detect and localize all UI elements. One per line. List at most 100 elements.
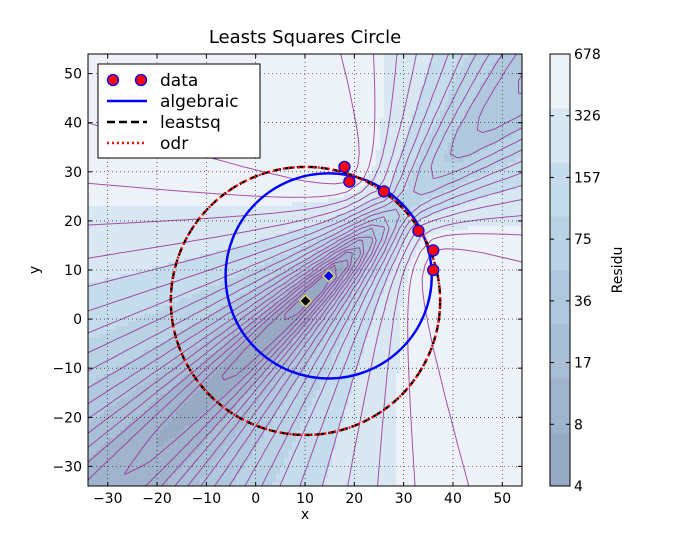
contour-fill-cell (384, 146, 389, 151)
contour-fill-cell (308, 182, 313, 187)
contour-fill-cell (500, 110, 505, 115)
contour-fill-cell (408, 234, 413, 239)
contour-fill-cell (312, 58, 317, 63)
contour-fill-cell (384, 62, 389, 67)
contour-fill-cell (372, 218, 377, 223)
contour-fill-cell (360, 198, 365, 203)
contour-fill-cell (460, 138, 465, 143)
contour-fill-cell (372, 146, 377, 151)
contour-fill-cell (160, 170, 165, 175)
contour-fill-cell (392, 106, 397, 111)
contour-fill-cell (444, 150, 449, 155)
contour-fill-cell (184, 170, 189, 175)
contour-fill-cell (264, 178, 269, 183)
contour-fill-cell (92, 154, 97, 159)
contour-fill-cell (416, 118, 421, 123)
contour-fill-cell (492, 162, 497, 167)
contour-fill-cell (452, 194, 457, 199)
contour-fill-cell (308, 170, 313, 175)
contour-fill-cell (400, 162, 405, 167)
contour-fill-cell (480, 202, 485, 207)
contour-fill-cell (116, 230, 121, 235)
contour-fill-cell (160, 226, 165, 231)
contour-fill-cell (432, 182, 437, 187)
contour-fill-cell (376, 110, 381, 115)
contour-fill-cell (488, 178, 493, 183)
contour-fill-cell (92, 106, 97, 111)
contour-fill-cell (160, 210, 165, 215)
contour-fill-cell (320, 114, 325, 119)
contour-fill-cell (208, 190, 213, 195)
contour-fill-cell (280, 58, 285, 63)
contour-fill-cell (428, 94, 433, 99)
contour-fill-cell (116, 170, 121, 175)
contour-fill-cell (324, 110, 329, 115)
contour-fill-cell (464, 78, 469, 83)
contour-fill-cell (476, 170, 481, 175)
contour-fill-cell (448, 190, 453, 195)
contour-fill-cell (492, 182, 497, 187)
contour-fill-cell (196, 210, 201, 215)
contour-fill-cell (120, 194, 125, 199)
contour-fill-cell (456, 130, 461, 135)
contour-fill-cell (516, 186, 521, 191)
contour-fill-cell (428, 186, 433, 191)
contour-fill-cell (316, 218, 321, 223)
contour-fill-cell (312, 114, 317, 119)
contour-fill-cell (200, 174, 205, 179)
contour-fill-cell (360, 94, 365, 99)
contour-fill-cell (408, 78, 413, 83)
contour-fill-cell (88, 154, 93, 159)
contour-fill-cell (440, 194, 445, 199)
contour-fill-cell (216, 194, 221, 199)
contour-fill-cell (208, 174, 213, 179)
contour-fill-cell (260, 166, 265, 171)
contour-fill-cell (372, 150, 377, 155)
contour-fill-cell (388, 62, 393, 67)
contour-fill-cell (504, 110, 509, 115)
contour-fill-cell (348, 126, 353, 131)
contour-fill-cell (192, 226, 197, 231)
contour-fill-cell (124, 222, 129, 227)
contour-fill-cell (332, 58, 337, 63)
contour-fill-cell (112, 202, 117, 207)
contour-fill-cell (444, 218, 449, 223)
contour-fill-cell (268, 62, 273, 67)
contour-fill-cell (104, 174, 109, 179)
contour-fill-cell (160, 158, 165, 163)
contour-fill-cell (116, 226, 121, 231)
contour-fill-cell (344, 86, 349, 91)
contour-fill-cell (288, 186, 293, 191)
contour-fill-cell (120, 178, 125, 183)
contour-fill-cell (404, 102, 409, 107)
contour-fill-cell (396, 142, 401, 147)
contour-fill-cell (404, 74, 409, 79)
contour-fill-cell (288, 122, 293, 127)
contour-fill-cell (272, 218, 277, 223)
contour-fill-cell (360, 166, 365, 171)
contour-fill-cell (272, 206, 277, 211)
contour-fill-cell (452, 134, 457, 139)
contour-fill-cell (424, 78, 429, 83)
contour-fill-cell (204, 222, 209, 227)
contour-fill-cell (264, 82, 269, 87)
contour-fill-cell (368, 54, 373, 59)
contour-fill-cell (456, 206, 461, 211)
contour-fill-cell (196, 54, 201, 59)
contour-fill-cell (172, 190, 177, 195)
contour-fill-cell (104, 206, 109, 211)
contour-fill-cell (120, 166, 125, 171)
contour-fill-cell (348, 98, 353, 103)
contour-fill-cell (516, 226, 521, 231)
contour-fill-cell (116, 206, 121, 211)
contour-fill-cell (160, 222, 165, 227)
contour-fill-cell (296, 78, 301, 83)
contour-fill-cell (408, 102, 413, 107)
contour-fill-cell (364, 106, 369, 111)
contour-fill-cell (468, 82, 473, 87)
contour-fill-cell (124, 178, 129, 183)
contour-fill-cell (472, 62, 477, 67)
contour-fill-cell (472, 66, 477, 71)
contour-fill-cell (280, 74, 285, 79)
contour-fill-cell (400, 122, 405, 127)
